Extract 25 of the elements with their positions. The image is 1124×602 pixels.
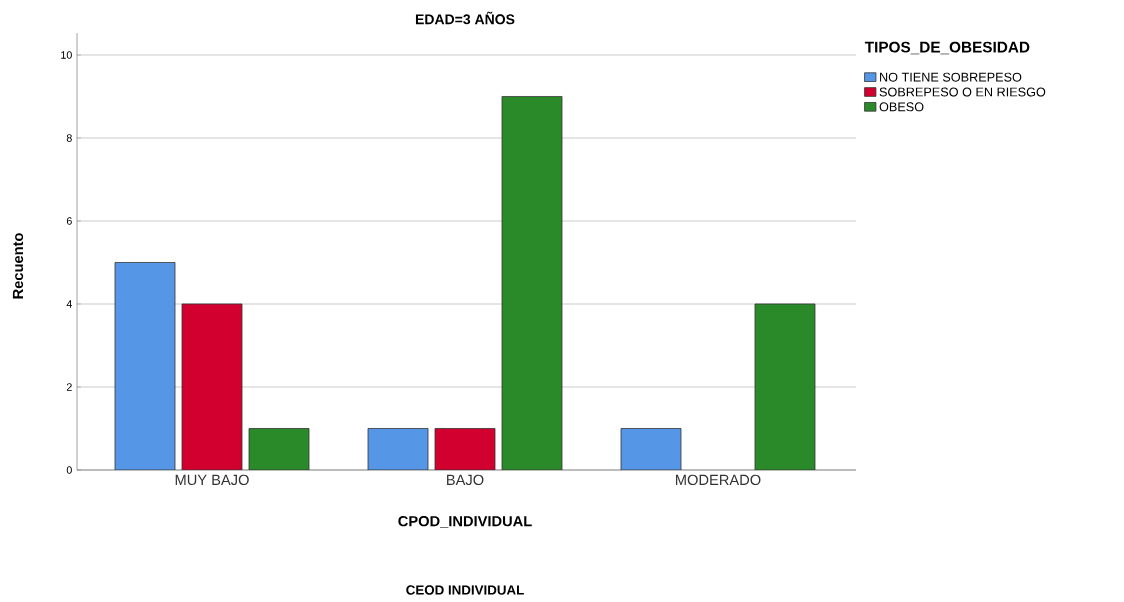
bar	[114, 262, 176, 470]
x-tick-label: MODERADO	[676, 474, 761, 486]
y-tick-label: 0	[66, 466, 72, 474]
y-tick-label: 2	[66, 383, 72, 391]
bar	[501, 96, 563, 470]
legend-label: NO TIENE SOBREPESO	[880, 72, 1022, 82]
bar	[248, 428, 310, 470]
text: CEOD INDIVIDUAL	[406, 585, 524, 595]
bar	[620, 428, 682, 470]
bar	[181, 303, 243, 470]
y-tick-label: 4	[66, 300, 72, 308]
y-tick-label: 10	[61, 51, 72, 59]
legend-label: OBESO	[879, 102, 924, 112]
x-axis-title: CPOD_INDIVIDUAL	[398, 515, 532, 529]
y-axis-title: Recuento	[12, 233, 24, 299]
legend-label: SOBREPESO O EN RIESGO	[879, 87, 1046, 97]
legend-title: TIPOS_DE_OBESIDAD	[864, 41, 1030, 55]
x-tick-label: MUY BAJO	[175, 474, 249, 486]
y-tick-label: 6	[66, 217, 72, 225]
x-tick-label: BAJO	[447, 474, 484, 486]
bar	[754, 303, 816, 470]
bar	[434, 428, 496, 470]
y-tick-label: 8	[66, 134, 72, 142]
bar	[367, 428, 429, 470]
chart-title: EDAD=3 AÑOS	[415, 11, 515, 25]
